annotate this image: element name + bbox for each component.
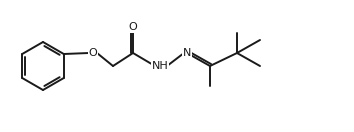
Text: NH: NH	[152, 61, 169, 71]
Text: N: N	[183, 48, 191, 58]
Text: O: O	[129, 22, 137, 32]
Text: O: O	[88, 48, 97, 58]
